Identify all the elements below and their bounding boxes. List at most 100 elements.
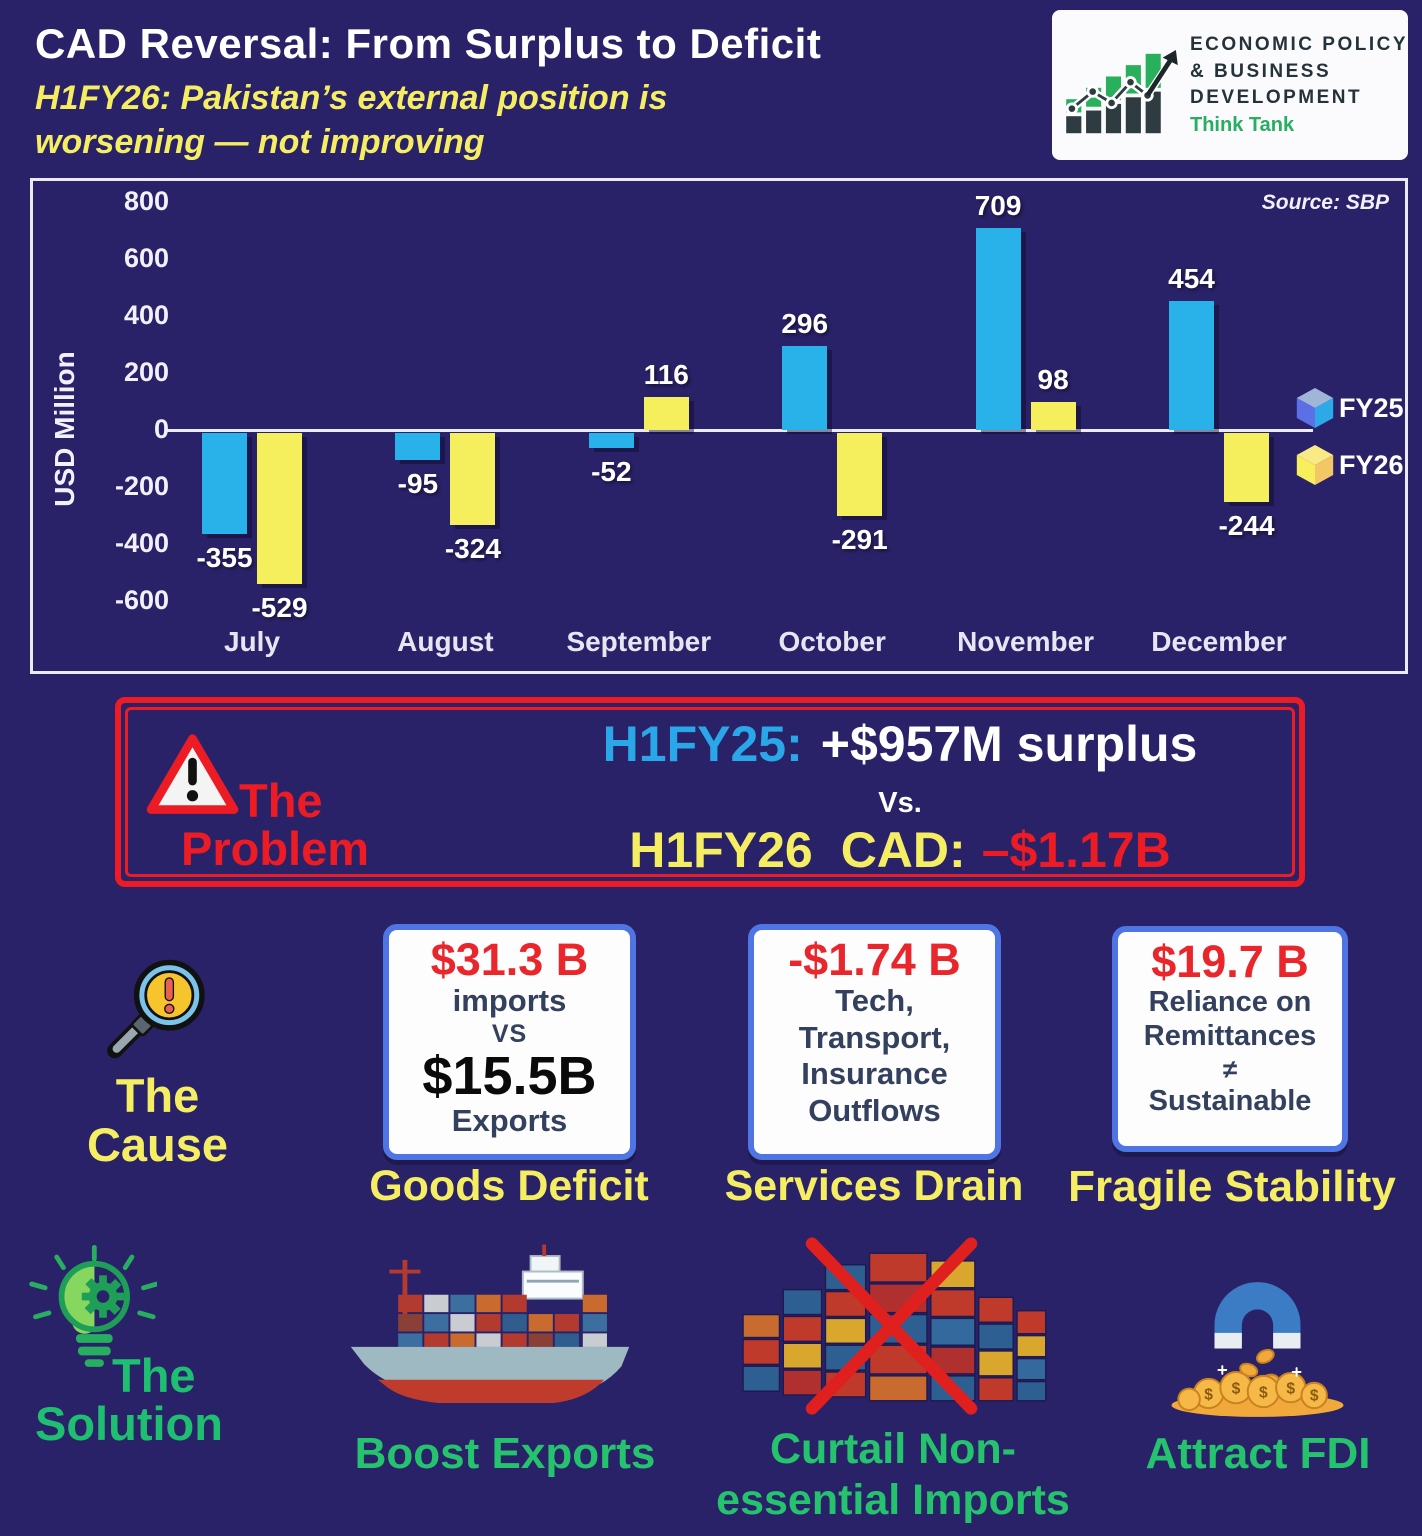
problem-callout-box: The Problem H1FY25: +$957M surplus Vs. H1…: [115, 697, 1305, 887]
remittances-line-3: Sustainable: [1148, 1085, 1312, 1118]
y-tick--600: -600: [114, 584, 169, 615]
svg-text:$: $: [1259, 1384, 1268, 1401]
legend-label: FY25: [1339, 392, 1404, 423]
bar-fy25-august: [395, 433, 441, 461]
x-label-august: August: [397, 626, 494, 657]
logo-line-1: ECONOMIC POLICY: [1190, 34, 1409, 56]
chart-source: Source: SBP: [1261, 191, 1389, 214]
y-tick-0: 0: [153, 414, 169, 444]
y-tick-400: 400: [123, 300, 169, 331]
bar-value-fy26-october: -291: [831, 523, 888, 555]
svg-text:$: $: [1310, 1387, 1319, 1404]
cause-heading-the: The: [115, 1069, 200, 1122]
problem-h1fy26-line: H1FY26 CAD: –$1.17B: [516, 821, 1284, 879]
cad-monthly-bar-chart: USD Million Source: SBP 800 600 400 200 0 -20…: [30, 178, 1408, 674]
legend-cube-icon: [1296, 445, 1334, 485]
warning-triangle-icon: [146, 734, 239, 814]
legend-fy26: FY26: [1295, 443, 1404, 487]
page-title: CAD Reversal: From Surplus to Deficit: [35, 20, 822, 67]
cause-heading: The Cause: [25, 948, 290, 1170]
h1fy26-value: –$1.17B: [981, 822, 1171, 878]
exports-value: $15.5B: [422, 1045, 597, 1106]
services-value: -$1.74 B: [788, 934, 961, 985]
y-tick--200: -200: [114, 470, 169, 501]
bar-fy25-december: [1169, 300, 1214, 430]
problem-vs: Vs.: [878, 787, 922, 819]
bar-value-fy25-december: 454: [1168, 262, 1215, 294]
bar-value-fy26-july: -529: [251, 591, 308, 623]
vs-caption: VS: [491, 1019, 528, 1048]
think-tank-logo: ECONOMIC POLICY & BUSINESS DEVELOPMENT T…: [1052, 10, 1408, 160]
fragile-stability-card: $19.7 B Reliance on Remittances ≠ Sustai…: [1112, 926, 1348, 1152]
zero-axis-line: [165, 429, 1313, 432]
services-drain-label: Services Drain: [724, 1162, 1024, 1210]
cargo-ship-illustration: [350, 1244, 630, 1403]
x-label-september: September: [566, 626, 712, 657]
goods-deficit-card: $31.3 B imports VS $15.5B Exports: [383, 924, 636, 1160]
y-tick-600: 600: [123, 243, 169, 274]
services-line-2: Transport,: [798, 1019, 951, 1055]
bar-value-fy25-november: 709: [974, 190, 1022, 222]
x-label-november: November: [957, 626, 1095, 657]
bar-value-fy25-october: 296: [781, 307, 829, 339]
bar-fy25-september: [588, 433, 634, 448]
logo-growth-chart-icon: [1065, 50, 1178, 134]
y-tick-800: 800: [123, 186, 169, 217]
legend-cube-icon: [1296, 388, 1334, 428]
bar-value-fy26-september: 116: [643, 358, 689, 390]
services-drain-card: -$1.74 B Tech, Transport, Insurance Outf…: [748, 924, 1001, 1160]
bar-value-fy25-august: -95: [397, 468, 439, 500]
legend-fy25: FY25: [1295, 386, 1404, 430]
logo-line-2: & BUSINESS: [1190, 60, 1332, 82]
h1fy26-cad-label: CAD:: [840, 822, 966, 878]
goods-deficit-label: Goods Deficit: [369, 1162, 649, 1210]
services-line-4: Outflows: [808, 1092, 941, 1128]
curtail-imports-label: Curtail Non-essential Imports: [716, 1425, 1070, 1524]
bar-value-fy25-july: -355: [196, 541, 253, 573]
idea-bulb-gear-icon: [29, 1244, 157, 1367]
bar-value-fy25-september: -52: [591, 455, 632, 487]
bar-value-fy26-november: 98: [1037, 364, 1069, 396]
bar-fy26-november: [1030, 402, 1076, 430]
svg-text:$: $: [1204, 1386, 1213, 1403]
bar-fy25-october: [782, 345, 828, 430]
y-tick-200: 200: [123, 357, 169, 388]
bar-fy26-july: [257, 433, 302, 584]
not-equal-sign: ≠: [1222, 1053, 1238, 1084]
svg-text:$: $: [1286, 1380, 1295, 1397]
services-line-1: Tech,: [835, 983, 914, 1019]
remittances-line-1: Reliance on: [1148, 986, 1312, 1019]
remittances-line-2: Remittances: [1143, 1020, 1317, 1053]
solution-heading-the: The: [112, 1349, 196, 1402]
fragile-stability-label: Fragile Stability: [1068, 1162, 1396, 1211]
bar-fy26-december: [1224, 433, 1269, 503]
logo-tagline: Think Tank: [1190, 113, 1295, 136]
magnet-coins-illustration: $ $ $ $ $: [1171, 1282, 1344, 1417]
bar-value-fy26-august: -324: [444, 533, 501, 565]
magnifier-alert-icon: [107, 959, 205, 1059]
problem-h1fy25-line: H1FY25: +$957M surplus: [516, 715, 1284, 773]
bar-fy26-august: [450, 433, 496, 526]
x-label-july: July: [223, 626, 281, 657]
imports-caption: imports: [452, 983, 567, 1019]
x-label-december: December: [1151, 626, 1287, 657]
y-tick--400: -400: [114, 527, 169, 558]
logo-line-3: DEVELOPMENT: [1190, 87, 1363, 109]
bar-fy25-july: [202, 433, 247, 534]
exports-caption: Exports: [451, 1102, 568, 1138]
containers-crossed-illustration: [742, 1237, 1047, 1415]
h1fy26-label: H1FY26: [629, 822, 813, 878]
bar-fy26-october: [837, 433, 883, 516]
page-subtitle: H1FY26: Pakistan’s external position is …: [35, 79, 668, 162]
h1fy25-value: +$957M surplus: [820, 716, 1198, 772]
services-line-3: Insurance: [801, 1056, 948, 1092]
legend-label: FY26: [1339, 449, 1404, 480]
imports-value: $31.3 B: [430, 934, 589, 985]
h1fy25-label: H1FY25:: [602, 716, 803, 772]
solution-heading-solution: Solution: [35, 1397, 223, 1450]
svg-text:$: $: [1232, 1380, 1241, 1397]
problem-heading-problem: Problem: [181, 822, 370, 875]
x-label-october: October: [778, 626, 886, 657]
bar-fy26-september: [643, 396, 689, 430]
